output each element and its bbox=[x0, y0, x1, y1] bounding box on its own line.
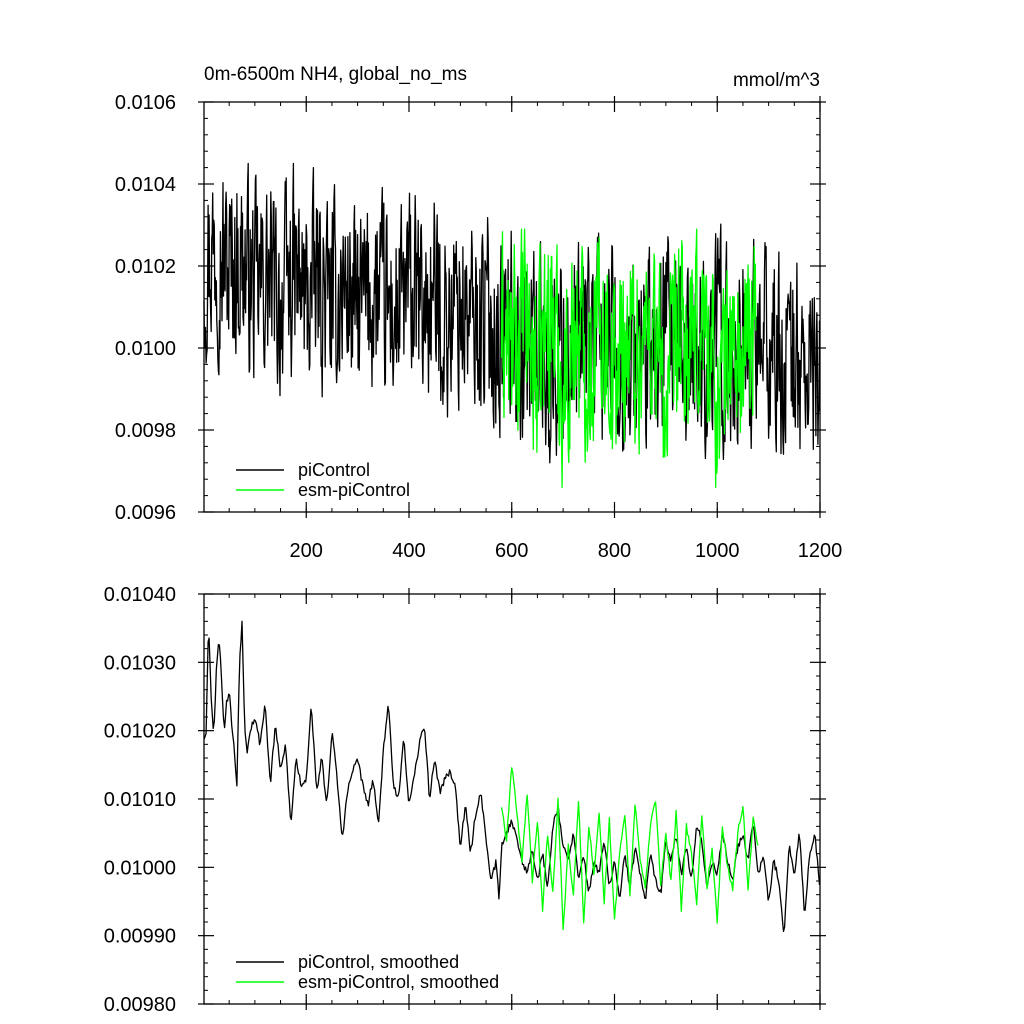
y-tick-label: 0.0096 bbox=[115, 502, 176, 524]
series-line-esm-picontrol bbox=[500, 228, 757, 489]
top-panel: 0m-6500m NH4, global_no_ms mmol/m^3 0.00… bbox=[115, 64, 842, 562]
legend-label-picontrol-smoothed: piControl, smoothed bbox=[298, 952, 459, 972]
bottom-legend: piControl, smoothed esm-piControl, smoot… bbox=[236, 952, 499, 992]
y-tick-label: 0.0098 bbox=[115, 420, 176, 442]
y-tick-label: 0.01000 bbox=[104, 857, 176, 879]
x-tick-label: 1000 bbox=[695, 540, 740, 562]
y-tick-label: 0.0106 bbox=[115, 92, 176, 114]
legend-label-esm-picontrol: esm-piControl bbox=[298, 480, 410, 500]
top-title: 0m-6500m NH4, global_no_ms bbox=[204, 64, 467, 85]
x-tick-label: 600 bbox=[495, 540, 528, 562]
bottom-plot-area bbox=[203, 593, 821, 1005]
y-tick-label: 0.01030 bbox=[104, 652, 176, 674]
top-y-axis: 0.0096 0.0098 0.0100 0.0102 0.0104 0.0106 bbox=[115, 92, 826, 524]
series-line-esm-picontrol-smoothed bbox=[500, 767, 759, 931]
top-x-axis: 200 400 600 800 1000 1200 bbox=[228, 96, 843, 562]
x-tick-label: 1200 bbox=[798, 540, 843, 562]
y-tick-label: 0.00980 bbox=[104, 994, 176, 1016]
y-tick-label: 0.01020 bbox=[104, 721, 176, 743]
y-tick-label: 0.01040 bbox=[104, 584, 176, 606]
legend-label-picontrol: piControl bbox=[298, 460, 370, 480]
y-tick-label: 0.01010 bbox=[104, 789, 176, 811]
x-tick-label: 800 bbox=[598, 540, 631, 562]
legend-label-esm-picontrol-smoothed: esm-piControl, smoothed bbox=[298, 972, 499, 992]
y-tick-label: 0.0102 bbox=[115, 256, 176, 278]
x-tick-label: 200 bbox=[290, 540, 323, 562]
plot-frame bbox=[203, 593, 821, 1005]
bottom-y-axis: 0.00980 0.00990 0.01000 0.01010 0.01020 0.010… bbox=[104, 584, 826, 1016]
y-tick-label: 0.0104 bbox=[115, 174, 176, 196]
bottom-panel: 0.00980 0.00990 0.01000 0.01010 0.01020 0.010… bbox=[104, 584, 826, 1016]
y-tick-label: 0.0100 bbox=[115, 338, 176, 360]
top-legend: piControl esm-piControl bbox=[236, 460, 410, 500]
series-line-picontrol-smoothed bbox=[203, 620, 821, 932]
top-plot-area bbox=[203, 101, 821, 513]
bottom-x-axis bbox=[228, 588, 821, 1010]
y-tick-label: 0.00990 bbox=[104, 926, 176, 948]
top-units: mmol/m^3 bbox=[733, 70, 820, 91]
x-tick-label: 400 bbox=[392, 540, 425, 562]
